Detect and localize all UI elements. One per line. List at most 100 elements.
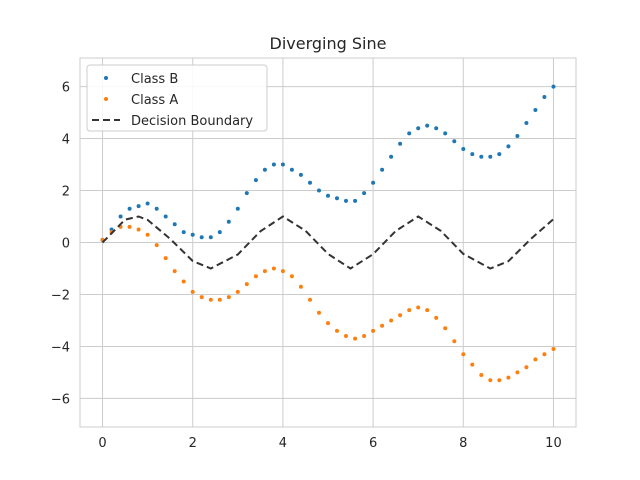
data-point [524, 121, 529, 125]
data-point [118, 214, 123, 219]
data-point [344, 198, 348, 203]
y-axis: −6 −4 −2 0 2 4 6 [51, 81, 70, 408]
data-point [551, 347, 556, 351]
data-point [244, 282, 249, 287]
data-point [542, 352, 547, 357]
y-tick-label: 2 [62, 185, 70, 200]
data-point [154, 243, 159, 248]
data-point [416, 126, 421, 131]
data-point [172, 269, 177, 274]
legend-box [86, 64, 268, 132]
data-point [308, 180, 312, 185]
data-point [271, 266, 276, 271]
data-point [362, 191, 367, 196]
data-point [262, 269, 267, 274]
legend-entry: Class A [104, 93, 178, 108]
x-axis: 0 2 4 6 8 10 [98, 436, 561, 451]
legend: Class B Class A Decision Boundary [86, 64, 268, 132]
data-point [488, 154, 493, 159]
data-point [398, 141, 403, 146]
data-point [488, 378, 493, 383]
y-tick-label: −2 [51, 288, 70, 303]
data-point [253, 274, 258, 279]
data-point [407, 131, 412, 136]
data-point [289, 167, 294, 172]
data-point [524, 365, 529, 370]
data-point [217, 230, 222, 235]
legend-label: Decision Boundary [131, 114, 253, 129]
data-point [127, 224, 132, 229]
data-point [425, 123, 430, 128]
grid [80, 58, 576, 427]
data-point [298, 172, 303, 177]
x-tick-label: 8 [459, 436, 467, 451]
plot-frame [79, 57, 577, 428]
x-tick-label: 0 [98, 436, 106, 451]
legend-entry: Class B [104, 72, 178, 87]
data-point [326, 321, 330, 326]
data-point [452, 339, 457, 344]
data-point [145, 232, 150, 237]
data-point [398, 313, 403, 318]
data-point [208, 297, 213, 302]
data-point [217, 297, 222, 302]
data-point [497, 378, 502, 383]
data-point [380, 167, 385, 172]
data-point [244, 191, 249, 196]
data-point [136, 204, 141, 209]
data-point [235, 206, 240, 211]
data-point [163, 256, 168, 261]
y-tick-label: 6 [62, 81, 70, 96]
data-point [317, 310, 321, 315]
y-tick-label: −4 [51, 340, 70, 355]
data-point [515, 134, 520, 138]
data-point [190, 232, 195, 237]
data-point [344, 334, 348, 338]
data-point [551, 84, 556, 89]
data-point [127, 206, 132, 211]
data-point [289, 274, 294, 279]
data-point [181, 230, 186, 235]
data-point [506, 144, 511, 149]
y-tick-label: 4 [62, 133, 70, 148]
data-point [506, 375, 511, 380]
data-point [380, 323, 385, 328]
data-point [317, 188, 321, 193]
data-point [353, 198, 358, 203]
series-class-b [100, 84, 556, 242]
x-tick-label: 2 [189, 436, 197, 451]
data-point [208, 235, 213, 240]
data-point [136, 227, 141, 232]
data-point [416, 305, 421, 310]
data-point [154, 206, 159, 211]
data-point [235, 289, 240, 294]
legend-label: Class A [131, 93, 178, 108]
data-point [407, 308, 412, 313]
data-point [190, 289, 195, 294]
data-point [353, 336, 358, 341]
data-point [335, 328, 339, 333]
data-point [326, 193, 330, 198]
x-tick-label: 6 [369, 436, 377, 451]
data-point [335, 196, 339, 201]
boundary-line [101, 215, 555, 270]
data-point [443, 326, 448, 331]
data-point [389, 154, 394, 159]
data-point [308, 297, 312, 302]
data-point [479, 373, 484, 377]
data-point [479, 154, 484, 159]
data-marks [100, 84, 556, 383]
data-point [434, 126, 439, 131]
legend-entry: Decision Boundary [92, 114, 253, 129]
data-point [443, 131, 448, 136]
data-point [425, 308, 430, 313]
data-point [199, 295, 204, 300]
data-point [226, 295, 231, 300]
data-point [497, 152, 502, 157]
data-point [280, 162, 285, 167]
series-class-a [100, 224, 556, 383]
data-point [280, 269, 285, 274]
series-decision-boundary [101, 215, 555, 270]
y-tick-label: 0 [62, 237, 70, 252]
